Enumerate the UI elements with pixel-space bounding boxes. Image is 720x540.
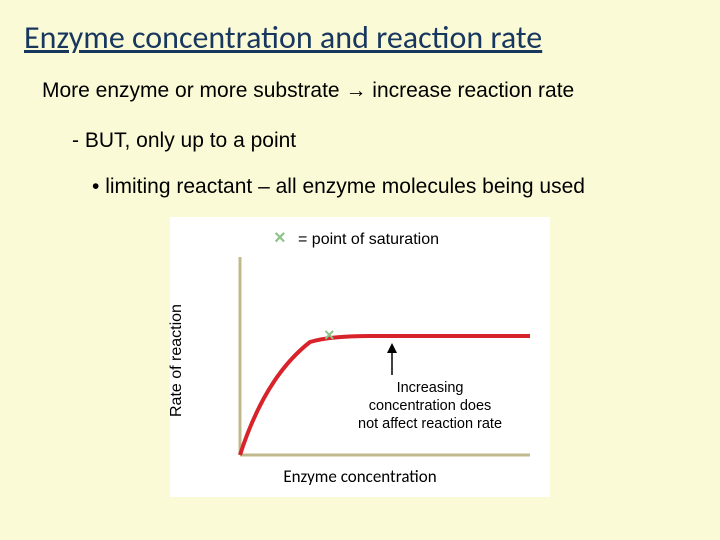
y-axis-label: Rate of reaction xyxy=(168,304,186,417)
bullet-subsub: limiting reactant – all enzyme molecules… xyxy=(92,175,696,199)
bullet-sub: BUT, only up to a point xyxy=(72,129,696,153)
chart-annotation: Increasingconcentration doesnot affect r… xyxy=(358,379,502,433)
legend-text: = point of saturation xyxy=(298,231,439,249)
chart-svg xyxy=(170,217,550,497)
annotation-arrow-head xyxy=(387,343,397,353)
page-title: Enzyme concentration and reaction rate xyxy=(24,18,696,57)
saturation-point-marker: × xyxy=(324,325,335,346)
x-axis-label: Enzyme concentration xyxy=(170,466,550,487)
legend-marker-icon: × xyxy=(274,227,286,250)
annotation-text: Increasingconcentration doesnot affect r… xyxy=(358,380,502,432)
bullet-main: More enzyme or more substrate → increase… xyxy=(42,79,696,103)
saturation-chart: × = point of saturation × Rate of reacti… xyxy=(170,217,550,497)
